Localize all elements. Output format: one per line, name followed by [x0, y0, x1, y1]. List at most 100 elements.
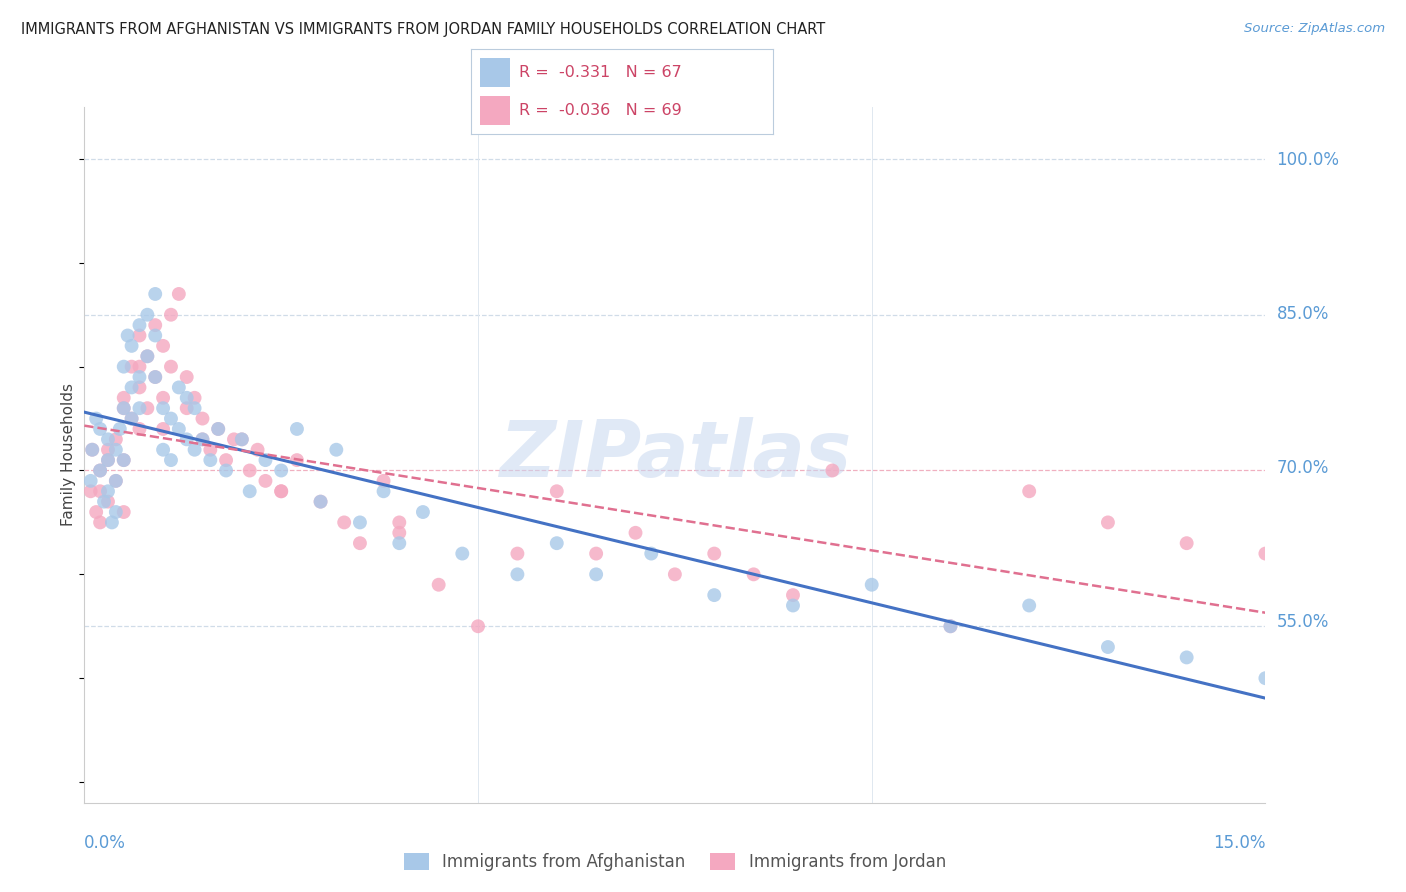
Point [197, 417, 219, 432]
Point [222, 346, 245, 360]
Point [201, 500, 224, 514]
Point [215, 417, 238, 432]
Point [186, 479, 209, 493]
Point [238, 397, 260, 411]
Point [231, 285, 253, 299]
Point [245, 408, 267, 422]
Point [382, 490, 405, 504]
Point [245, 305, 267, 319]
Point [1254, 541, 1277, 555]
Point [346, 479, 368, 493]
Point [564, 561, 586, 575]
Text: 15.0%: 15.0% [1213, 834, 1265, 852]
Point [309, 428, 332, 442]
Point [1109, 510, 1132, 524]
Point [1036, 479, 1059, 493]
Point [477, 500, 499, 514]
Point [215, 397, 238, 411]
Point [194, 428, 217, 442]
Point [194, 469, 217, 483]
Point [266, 387, 288, 401]
Point [201, 449, 224, 463]
Point [274, 428, 297, 442]
Point [231, 326, 253, 340]
Point [231, 367, 253, 381]
Point [855, 458, 877, 473]
Text: R =  -0.036   N = 69: R = -0.036 N = 69 [519, 103, 682, 118]
Point [745, 582, 768, 596]
Y-axis label: Family Households: Family Households [60, 379, 76, 522]
Point [637, 541, 659, 555]
Point [360, 449, 382, 463]
Point [302, 428, 325, 442]
Legend: Immigrants from Afghanistan, Immigrants from Jordan: Immigrants from Afghanistan, Immigrants … [443, 837, 998, 868]
Point [318, 479, 340, 493]
Point [710, 561, 733, 575]
Point [245, 449, 267, 463]
Point [818, 582, 841, 596]
Point [172, 438, 194, 452]
Point [252, 417, 274, 432]
Point [208, 408, 231, 422]
Point [419, 531, 441, 545]
Point [332, 449, 354, 463]
Point [186, 428, 209, 442]
Point [208, 335, 231, 350]
Point [259, 367, 281, 381]
Point [194, 500, 217, 514]
Point [288, 417, 311, 432]
Point [190, 510, 212, 524]
Point [208, 408, 231, 422]
Point [492, 572, 515, 586]
Point [1036, 592, 1059, 607]
Point [201, 387, 224, 401]
Point [309, 428, 332, 442]
Point [194, 469, 217, 483]
Point [186, 438, 209, 452]
Point [891, 572, 914, 586]
Point [440, 479, 463, 493]
Point [274, 428, 297, 442]
Point [201, 397, 224, 411]
Point [179, 458, 201, 473]
Text: ZIPatlas: ZIPatlas [544, 412, 897, 489]
Point [201, 397, 224, 411]
Point [963, 613, 986, 627]
Point [600, 479, 623, 493]
Point [513, 541, 536, 555]
Point [332, 469, 354, 483]
Point [252, 376, 274, 391]
Point [170, 479, 193, 493]
Text: IMMIGRANTS FROM AFGHANISTAN VS IMMIGRANTS FROM JORDAN FAMILY HOUSEHOLDS CORRELAT: IMMIGRANTS FROM AFGHANISTAN VS IMMIGRANT… [21, 22, 825, 37]
Point [179, 458, 201, 473]
Point [215, 376, 238, 391]
Point [440, 469, 463, 483]
Point [346, 479, 368, 493]
Point [259, 428, 281, 442]
Point [274, 408, 297, 422]
Point [456, 531, 478, 545]
Point [600, 531, 623, 545]
Point [963, 613, 986, 627]
Point [186, 449, 209, 463]
Point [281, 438, 304, 452]
Point [318, 458, 340, 473]
Text: R =  -0.331   N = 67: R = -0.331 N = 67 [519, 65, 682, 80]
Point [186, 490, 209, 504]
Point [238, 387, 260, 401]
Point [183, 490, 205, 504]
Point [818, 592, 841, 607]
Point [179, 417, 201, 432]
Point [346, 458, 368, 473]
Point [259, 387, 281, 401]
Point [266, 438, 288, 452]
Point [179, 479, 201, 493]
Point [259, 397, 281, 411]
Point [208, 356, 231, 370]
Point [1109, 633, 1132, 648]
Point [186, 449, 209, 463]
Point [231, 367, 253, 381]
Point [1181, 531, 1204, 545]
Point [1254, 664, 1277, 678]
Point [360, 417, 382, 432]
